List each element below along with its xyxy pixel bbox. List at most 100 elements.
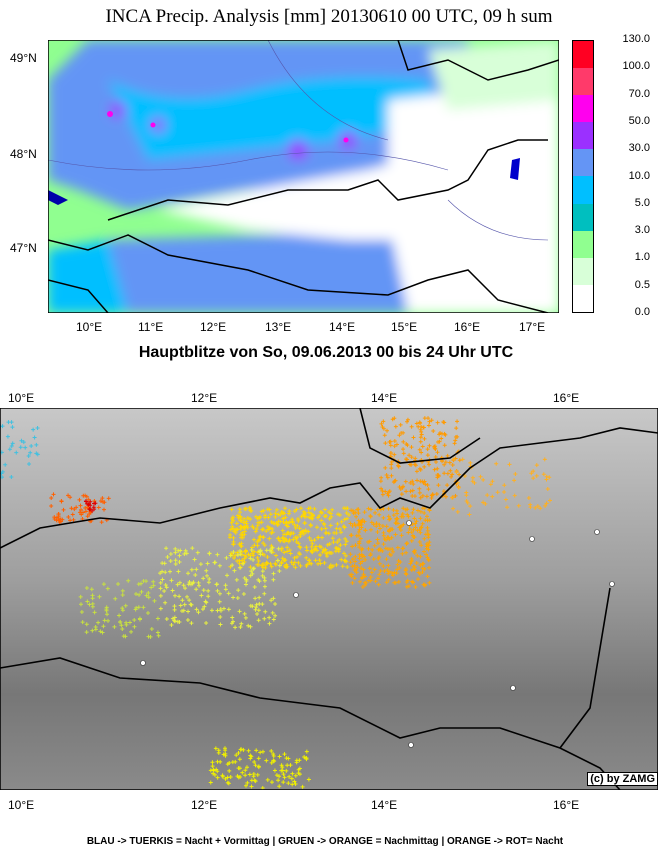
lightning-strike [216,750,221,755]
lightning-strike [410,579,415,584]
lightning-strike [413,525,418,530]
lightning-strike [383,537,388,542]
lon-label: 14°E [329,320,356,334]
lightning-strike [270,610,275,615]
lightning-strike [239,525,244,530]
lightning-strike [284,532,289,537]
lightning-strike [124,620,129,625]
lightning-strike [357,556,362,561]
lightning-strike [240,770,245,775]
lightning-strike [282,550,287,555]
lat-label: 49°N [10,51,37,65]
lightning-strike [79,507,84,512]
lightning-strike [295,554,300,559]
lightning-strike [183,586,188,591]
lightning-strike [87,512,92,517]
lightning-strike [236,588,241,593]
lightning-strike [10,425,15,430]
lightning-strike [3,462,8,467]
lightning-strike [168,569,172,574]
lightning-strike [350,580,355,585]
lightning-strike [29,444,34,449]
lightning-strike [126,578,131,583]
lat-label: 47°N [10,241,37,255]
lightning-strike [413,584,418,589]
lightning-strike [256,538,261,543]
lightning-strike [230,563,235,568]
lightning-strike [467,512,472,517]
lightning-strike [242,516,247,521]
lightning-strike [268,512,273,517]
lightning-strike [260,573,265,578]
lightning-strike [314,525,319,530]
lightning-strike [372,567,377,572]
lightning-strike [223,748,228,753]
lightning-strike [163,582,168,587]
lightning-strike [404,550,409,555]
lightning-strike [226,607,231,612]
lightning-strike [414,560,419,565]
lightning-strike [424,494,429,499]
lightning-strike [78,594,83,599]
lightning-strike [253,607,258,612]
lightning-strike [234,577,239,582]
lightning-strike [252,585,257,590]
lightning-strike [235,553,240,558]
lightning-strike [162,589,167,594]
lightning-strike [205,561,210,566]
colorbar-label: 130.0 [622,33,650,45]
lightning-strike [422,549,427,554]
lightning-strike [398,524,403,529]
lightning-strike [279,548,284,553]
lightning-strike [292,509,297,514]
lightning-strike [357,552,362,557]
lightning-strike [481,477,486,482]
lightning-strike [319,511,324,516]
lightning-strike [302,514,307,519]
lightning-strike [392,452,397,457]
lightning-strike [86,497,91,502]
lightning-strike [322,507,327,512]
lightning-strike [424,552,429,557]
lightning-strike [465,500,470,505]
lightning-strike [286,530,291,535]
lightning-strike [203,599,208,604]
lightning-strike [385,428,390,433]
lightning-strike [288,551,293,556]
lightning-strike [394,571,399,576]
lightning-strike [450,495,455,500]
lightning-strike [367,539,372,544]
lightning-strike [395,521,400,526]
lightning-strike [260,602,265,607]
lon-label: 14°E [371,391,398,405]
lightning-strike [267,621,272,626]
lightning-strike [178,603,183,608]
lightning-strike [164,585,169,590]
lightning-strike [270,530,275,535]
lightning-strike [214,582,219,587]
lightning-strike [207,551,212,556]
lightning-strike [359,522,364,527]
lightning-strike [391,507,396,512]
lightning-strike [381,564,386,569]
lightning-strike [229,507,234,512]
lightning-strike [395,562,400,567]
lightning-strike [306,510,311,515]
lightning-strike [14,450,19,455]
lightning-strike [325,542,330,547]
lon-label: 10°E [76,320,103,334]
lightning-strike [478,474,483,479]
lightning-strike [369,570,374,575]
lightning-strike [90,628,95,633]
lightning-strike [319,518,324,523]
lightning-strike [309,538,314,543]
lightning-strike [262,543,267,548]
lightning-strike [271,754,276,759]
lightning-strike [433,454,438,459]
lightning-strike [302,754,307,759]
lightning-strike [426,557,431,562]
lon-label: 16°E [553,391,580,405]
lightning-strike [293,535,298,540]
colorbar-swatch [573,257,593,285]
lightning-strike [528,502,533,507]
